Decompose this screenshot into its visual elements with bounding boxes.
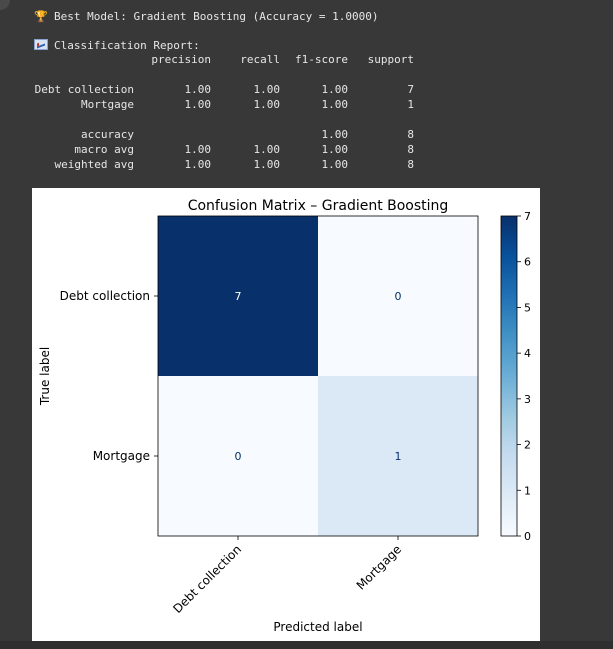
report-cell: [348, 112, 414, 127]
report-cell: 1.00: [184, 143, 212, 156]
matrix-cell: [318, 216, 478, 376]
matrix-cell-value: 0: [395, 290, 402, 303]
best-model-line: 🏆 Best Model: Gradient Boosting (Accuracy…: [34, 9, 379, 24]
report-cell: [30, 112, 134, 127]
colorbar-tick-label: 2: [524, 439, 531, 452]
report-cell: 8: [407, 143, 414, 156]
report-title: Classification Report:: [54, 39, 200, 52]
colorbar-tick-label: 3: [524, 393, 531, 406]
trophy-icon: 🏆: [34, 10, 48, 23]
classification-report-table: precision recall f1-score support Debt c…: [30, 52, 414, 172]
report-header-row: precision recall f1-score support: [30, 52, 414, 67]
report-header: support: [367, 53, 414, 66]
report-header: [30, 52, 134, 67]
x-tick-label: Mortgage: [354, 542, 404, 592]
report-row: [30, 112, 414, 127]
report-cell: [134, 112, 211, 127]
report-cell: [134, 127, 211, 142]
matrix-cell: [158, 376, 318, 536]
report-header: precision: [151, 53, 211, 66]
colorbar-tick-label: 0: [524, 530, 531, 543]
x-tick-label: Debt collection: [170, 542, 244, 616]
report-cell: 1.00: [184, 158, 212, 171]
report-row: Mortgage 1.00 1.00 1.00 1: [30, 97, 414, 112]
report-cell: 1.00: [253, 158, 281, 171]
colorbar-tick-label: 7: [524, 210, 531, 223]
y-axis-label: True label: [38, 347, 52, 406]
report-cell: 8: [407, 128, 414, 141]
report-cell: 1.00: [184, 83, 212, 96]
colorbar-tick-label: 4: [524, 347, 531, 360]
colorbar-tick-label: 6: [524, 256, 531, 269]
matrix-cell: [318, 376, 478, 536]
report-row: accuracy 1.00 8: [30, 127, 414, 142]
best-model-text: Best Model: Gradient Boosting (Accuracy …: [54, 10, 379, 23]
report-cell: 8: [407, 158, 414, 171]
matrix-cell: [158, 216, 318, 376]
report-row: macro avg 1.00 1.00 1.00 8: [30, 142, 414, 157]
report-cell: [211, 112, 280, 127]
confusion-matrix-svg: Confusion Matrix – Gradient Boosting 7 0 0…: [38, 198, 531, 634]
report-row: weighted avg 1.00 1.00 1.00 8: [30, 157, 414, 172]
report-cell: 1.00: [253, 98, 281, 111]
matrix-cell-value: 7: [235, 290, 242, 303]
report-spacer: [30, 67, 414, 82]
colorbar-tick-label: 5: [524, 301, 531, 314]
report-cell: 1.00: [253, 83, 281, 96]
report-title-line: Classification Report:: [34, 38, 200, 53]
report-cell: Debt collection: [34, 83, 134, 96]
report-row: Debt collection 1.00 1.00 1.00 7: [30, 82, 414, 97]
report-cell: 1.00: [184, 98, 212, 111]
report-header: recall: [240, 53, 280, 66]
y-tick-label: Mortgage: [93, 449, 150, 463]
y-tick-label: Debt collection: [60, 289, 150, 303]
colorbar: [500, 215, 518, 537]
report-cell: 1.00: [321, 98, 349, 111]
plot-frame: [157, 215, 479, 537]
output-bottom-scrollbar[interactable]: [0, 641, 613, 649]
report-cell: [280, 112, 348, 127]
confusion-matrix-figure: Confusion Matrix – Gradient Boosting 7 0 0…: [32, 188, 540, 641]
report-cell: macro avg: [74, 143, 134, 156]
report-cell: 7: [407, 83, 414, 96]
report-cell: weighted avg: [54, 158, 134, 171]
report-cell: 1.00: [321, 158, 349, 171]
matrix-cell-value: 0: [235, 450, 242, 463]
cell-corner: [0, 0, 10, 10]
report-cell: [211, 127, 280, 142]
matrix-cell-value: 1: [395, 450, 402, 463]
report-cell: 1.00: [253, 143, 281, 156]
report-cell: Mortgage: [81, 98, 134, 111]
report-cell: accuracy: [81, 128, 134, 141]
x-axis-label: Predicted label: [273, 620, 362, 634]
chart-title: Confusion Matrix – Gradient Boosting: [188, 198, 449, 214]
report-cell: 1.00: [321, 128, 349, 141]
report-cell: 1: [407, 98, 414, 111]
report-header: f1-score: [295, 53, 348, 66]
report-cell: 1.00: [321, 143, 349, 156]
chart-increasing-icon: [34, 39, 48, 50]
colorbar-tick-label: 1: [524, 484, 531, 497]
report-cell: 1.00: [321, 83, 349, 96]
